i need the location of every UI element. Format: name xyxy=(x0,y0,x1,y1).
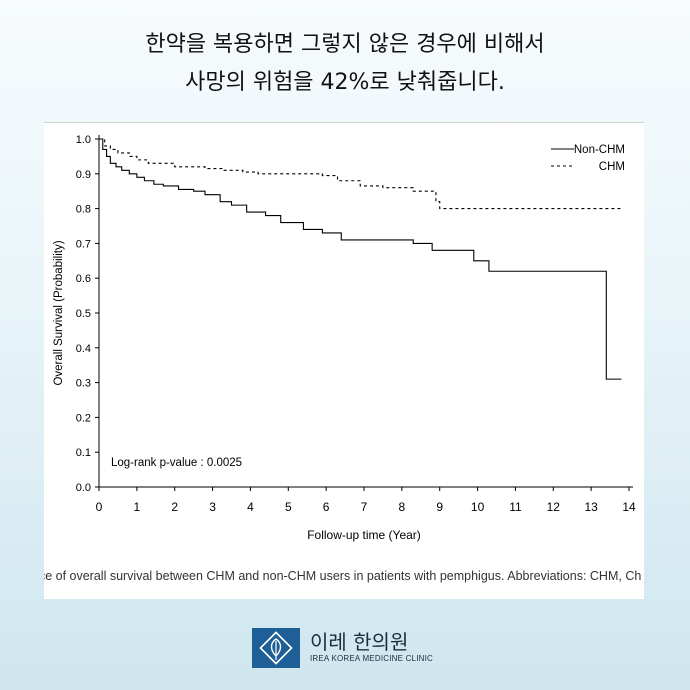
x-tick-label: 10 xyxy=(471,500,485,514)
y-tick-label: 0.4 xyxy=(76,343,91,355)
x-tick-label: 8 xyxy=(399,500,406,514)
y-tick-label: 0.8 xyxy=(76,204,91,216)
y-tick-label: 0.9 xyxy=(76,169,91,181)
logrank-annotation: Log-rank p-value : 0.0025 xyxy=(111,457,242,469)
x-tick-label: 13 xyxy=(584,500,598,514)
x-tick-label: 2 xyxy=(171,500,178,514)
x-tick-label: 12 xyxy=(547,500,561,514)
x-tick-label: 9 xyxy=(436,500,443,514)
y-axis-label: Overall Survival (Probability) xyxy=(53,240,65,385)
clinic-subtitle: IREA KOREA MEDICINE CLINIC xyxy=(310,654,434,663)
headline: 한약을 복용하면 그렇지 않은 경우에 비해서 사망의 위험을 42%로 낮춰줍… xyxy=(0,26,690,102)
y-tick-label: 0.7 xyxy=(76,238,91,250)
x-tick-label: 4 xyxy=(247,500,254,514)
clinic-logo: 이레 한의원 IREA KOREA MEDICINE CLINIC xyxy=(252,628,433,668)
legend-label-non-chm: Non-CHM xyxy=(574,144,625,156)
x-tick-label: 1 xyxy=(134,500,141,514)
series-line-non-chm xyxy=(99,138,622,380)
x-tick-label: 0 xyxy=(96,500,103,514)
y-tick-label: 0.5 xyxy=(76,308,91,320)
x-axis-label: Follow-up time (Year) xyxy=(307,528,421,542)
figure-card: 0.0 0.1 0.2 0.3 0.4 0.5 0.6 0.7 0.8 0.9 1.0 0 1 2 3 4 5 6… xyxy=(44,122,644,599)
figure-caption-text: nce of overall survival between CHM and … xyxy=(44,569,642,583)
y-tick-label: 0.6 xyxy=(76,273,91,285)
y-tick-label: 1.0 xyxy=(76,134,91,146)
headline-line-1: 한약을 복용하면 그렇지 않은 경우에 비해서 xyxy=(145,32,545,57)
figure-caption: nce of overall survival between CHM and … xyxy=(44,569,644,583)
y-tick-label: 0.3 xyxy=(76,378,91,390)
x-tick-label: 5 xyxy=(285,500,292,514)
x-tick-label: 6 xyxy=(323,500,330,514)
x-tick-label: 14 xyxy=(622,500,636,514)
survival-chart: 0.00.10.20.30.40.50.60.70.80.91.00 1 2 3 4 5 6… xyxy=(53,134,636,542)
series-line-chm xyxy=(99,138,622,210)
y-tick-label: 0.1 xyxy=(76,447,91,459)
x-tick-label: 7 xyxy=(361,500,368,514)
y-tick-label: 0.2 xyxy=(76,412,91,424)
legend-label-chm: CHM xyxy=(599,161,625,173)
x-tick-label: 3 xyxy=(209,500,216,514)
clinic-name: 이레 한의원 xyxy=(310,630,409,654)
leaf-logo-icon xyxy=(252,628,300,668)
x-tick-label: 11 xyxy=(509,500,522,514)
headline-line-2: 사망의 위험을 42%로 낮춰줍니다. xyxy=(185,70,505,95)
y-tick-label: 0.0 xyxy=(76,482,91,494)
